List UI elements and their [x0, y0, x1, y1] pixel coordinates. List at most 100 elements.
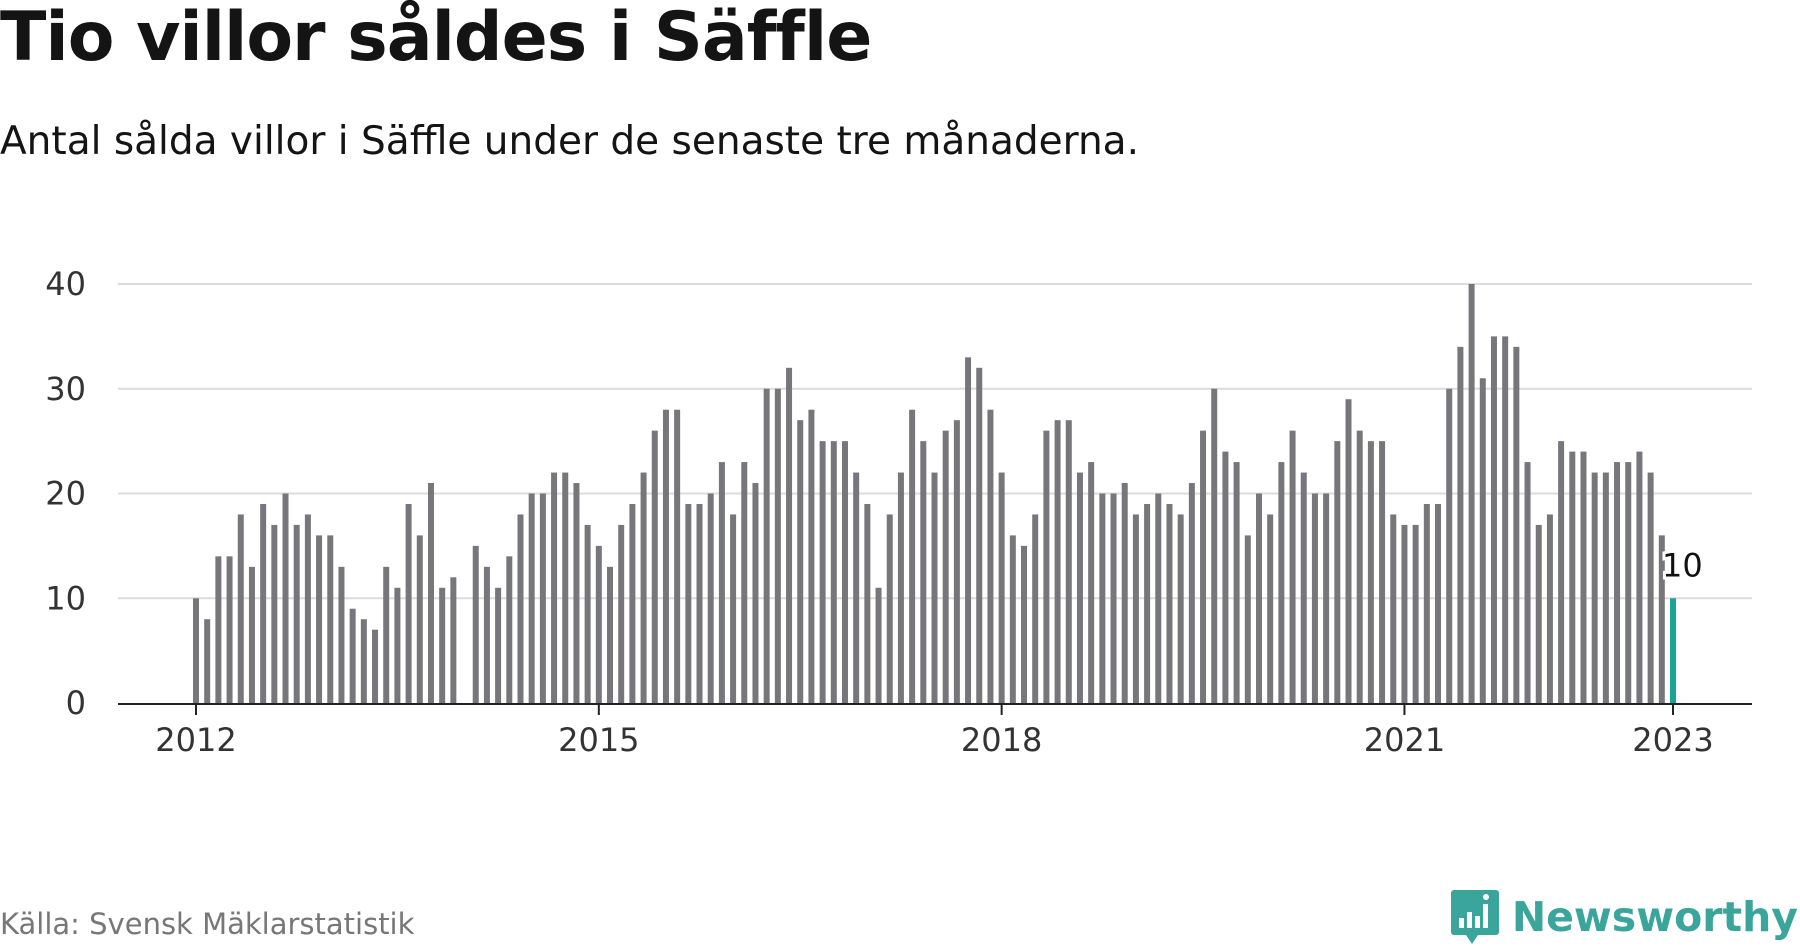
bar: [360, 619, 367, 703]
bar: [1255, 493, 1262, 703]
y-tick-label: 30: [45, 370, 86, 408]
bar: [215, 556, 222, 703]
bar: [763, 388, 770, 703]
bar: [1021, 545, 1028, 704]
bar: [752, 483, 759, 703]
bar: [1200, 430, 1207, 703]
bar: [1222, 451, 1229, 703]
bar: [595, 545, 602, 704]
bar: [696, 503, 703, 703]
bar: [1535, 524, 1542, 703]
bar: [1625, 462, 1632, 703]
bar: [1356, 430, 1363, 703]
bar: [1155, 493, 1162, 703]
x-tick-label: 2018: [961, 721, 1042, 759]
bar: [1188, 483, 1195, 703]
bar: [786, 367, 793, 703]
bar: [1054, 420, 1061, 703]
bar: [293, 524, 300, 703]
bar: [987, 409, 994, 703]
x-tick-label: 2021: [1364, 721, 1445, 759]
bar: [1144, 503, 1151, 703]
bar: [439, 587, 446, 703]
bar: [1636, 451, 1643, 703]
bar: [886, 514, 893, 703]
bar: [427, 483, 434, 703]
bar: [472, 545, 479, 704]
bar: [1412, 524, 1419, 703]
bar: [237, 514, 244, 703]
bar: [1490, 336, 1497, 704]
bar: [853, 472, 860, 703]
bar: [1110, 493, 1117, 703]
bar-highlight: [1670, 598, 1676, 703]
bar: [1244, 535, 1251, 703]
bar: [1211, 388, 1218, 703]
bar: [539, 493, 546, 703]
bar: [1569, 451, 1576, 703]
source-note: Källa: Svensk Mäklarstatistik: [0, 907, 415, 941]
bar: [1278, 462, 1285, 703]
bar: [976, 367, 983, 703]
bar: [640, 472, 647, 703]
bar: [1390, 514, 1397, 703]
bar: [1289, 430, 1296, 703]
bar: [1423, 503, 1430, 703]
bar: [248, 566, 255, 703]
bar: [260, 503, 267, 703]
bar: [327, 535, 334, 703]
bar: [707, 493, 714, 703]
bar: [1267, 514, 1274, 703]
bar: [316, 535, 323, 703]
bar: [741, 462, 748, 703]
bar: [1177, 514, 1184, 703]
bar: [483, 566, 490, 703]
bar: [942, 430, 949, 703]
bar: [1233, 462, 1240, 703]
bar: [1614, 462, 1621, 703]
bar: [372, 629, 379, 703]
bar: [1446, 388, 1453, 703]
bar: [875, 587, 882, 703]
bar: [226, 556, 233, 703]
bar: [450, 577, 457, 703]
bar: [953, 420, 960, 703]
bar: [584, 524, 591, 703]
x-tick-label: 2015: [558, 721, 639, 759]
bar: [1502, 336, 1509, 704]
bar: [998, 472, 1005, 703]
bar: [1166, 503, 1173, 703]
bar: [1513, 346, 1520, 703]
bar: [1311, 493, 1318, 703]
chart-title: Tio villor såldes i Säffle: [0, 0, 872, 77]
brand-name: Newsworthy: [1511, 893, 1798, 941]
bar: [1401, 524, 1408, 703]
chart-subtitle: Antal sålda villor i Säffle under de sen…: [0, 119, 1139, 164]
bar: [774, 388, 781, 703]
bar: [1334, 441, 1341, 704]
bar: [1367, 441, 1374, 704]
bar: [718, 462, 725, 703]
bar: [674, 409, 681, 703]
bar: [797, 420, 804, 703]
bar: [528, 493, 535, 703]
bar: [1088, 462, 1095, 703]
y-tick-label: 0: [66, 684, 86, 722]
bar: [1479, 378, 1486, 703]
bar: [573, 483, 580, 703]
bar: [1468, 284, 1475, 703]
bar: [808, 409, 815, 703]
bar: [304, 514, 311, 703]
axes: 0 10 20 30 40 10 2012 2015 2018 2021 2023: [45, 265, 1752, 759]
bar: [830, 441, 837, 704]
brand-logo: Newsworthy: [1450, 888, 1798, 946]
bar: [965, 357, 972, 703]
newsworthy-logo-icon: [1450, 890, 1499, 944]
bar: [1065, 420, 1072, 703]
y-tick-label: 10: [45, 579, 86, 617]
bar: [1345, 399, 1352, 703]
bar: [383, 566, 390, 703]
bar: [506, 556, 513, 703]
bar: [819, 441, 826, 704]
